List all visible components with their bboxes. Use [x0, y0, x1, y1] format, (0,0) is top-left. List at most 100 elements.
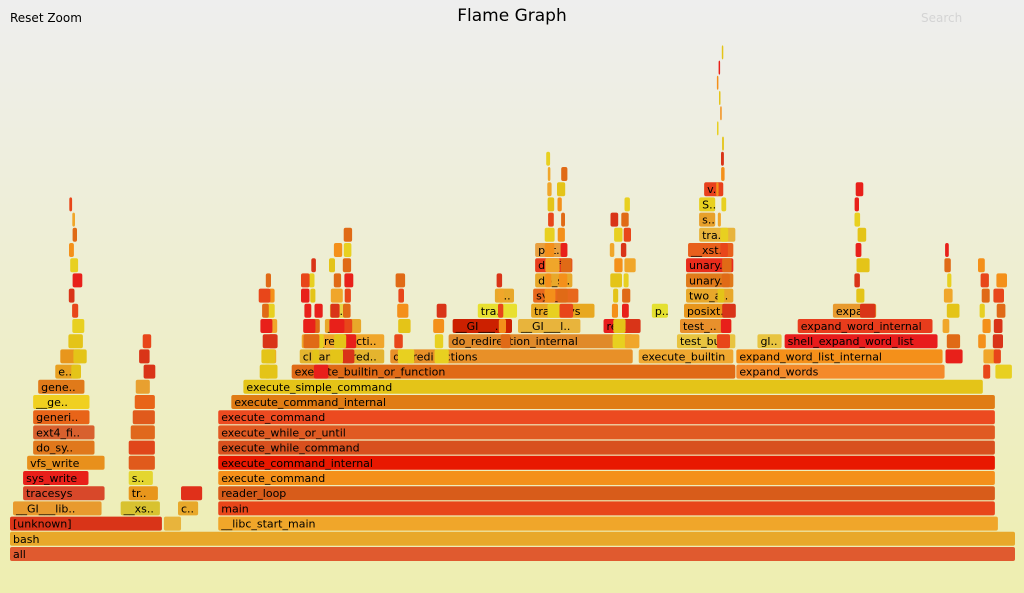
frame[interactable]: execute_simple_command — [243, 379, 983, 394]
frame-rect[interactable] — [557, 182, 566, 197]
frame-rect[interactable] — [721, 167, 725, 181]
frame-rect[interactable] — [120, 501, 160, 516]
frame-rect[interactable] — [344, 288, 351, 303]
frame-rect[interactable] — [38, 379, 85, 394]
frame-rect[interactable] — [947, 273, 952, 288]
frame[interactable]: __libc_start_main — [218, 516, 998, 531]
frame-rect[interactable] — [134, 395, 155, 409]
frame-rect[interactable] — [559, 303, 574, 318]
frame-rect[interactable] — [624, 197, 630, 212]
frame[interactable] — [130, 425, 155, 440]
frame-rect[interactable] — [614, 258, 623, 273]
frame-rect[interactable] — [946, 303, 960, 318]
frame[interactable]: do_redirection_internal — [448, 334, 633, 349]
frame-rect[interactable] — [27, 455, 105, 470]
frame[interactable] — [135, 379, 150, 394]
frame-rect[interactable] — [498, 303, 504, 318]
frame-rect[interactable] — [545, 273, 552, 288]
frame-rect[interactable] — [452, 319, 512, 333]
frame-rect[interactable] — [978, 334, 986, 349]
frame-rect[interactable] — [344, 273, 354, 288]
frame[interactable]: execute_command — [218, 410, 995, 425]
frame-rect[interactable] — [218, 425, 995, 440]
frame-rect[interactable] — [33, 425, 95, 440]
frame-rect[interactable] — [33, 440, 95, 455]
frame-rect[interactable] — [547, 182, 552, 197]
frame-rect[interactable] — [342, 319, 353, 333]
frame[interactable]: __xs.. — [120, 501, 160, 516]
frame-rect[interactable] — [614, 227, 623, 242]
frame-rect[interactable] — [721, 273, 730, 288]
frame-rect[interactable] — [130, 425, 155, 440]
frame[interactable]: sys_.. — [533, 288, 579, 303]
frame-rect[interactable] — [434, 349, 449, 364]
frame-rect[interactable] — [394, 334, 403, 349]
frame-rect[interactable] — [33, 395, 90, 409]
frame[interactable] — [134, 395, 155, 409]
frame-rect[interactable] — [699, 197, 716, 212]
frame-rect[interactable] — [718, 60, 721, 75]
frame-rect[interactable] — [857, 227, 867, 242]
frame[interactable]: execute_command_internal — [231, 395, 995, 409]
frame[interactable]: do_redirections — [390, 349, 633, 364]
frame-rect[interactable] — [128, 440, 155, 455]
frame-rect[interactable] — [992, 334, 1003, 349]
frame-rect[interactable] — [717, 121, 719, 136]
frame-rect[interactable] — [436, 303, 447, 318]
frame-rect[interactable] — [560, 243, 568, 257]
frame-rect[interactable] — [609, 243, 615, 257]
frame-rect[interactable] — [128, 471, 153, 485]
frame-rect[interactable] — [784, 334, 938, 349]
frame[interactable]: p.. — [651, 303, 669, 318]
frame[interactable]: tra.. — [699, 227, 736, 242]
frame-rect[interactable] — [341, 349, 355, 364]
frame-rect[interactable] — [856, 258, 870, 273]
frame-rect[interactable] — [717, 288, 725, 303]
frame-rect[interactable] — [73, 349, 87, 364]
frame[interactable]: main — [218, 501, 995, 516]
frame[interactable]: generi.. — [33, 410, 90, 425]
frame[interactable]: posixt.. — [684, 303, 732, 318]
frame-rect[interactable] — [70, 258, 79, 273]
frame-rect[interactable] — [311, 258, 316, 273]
frame-rect[interactable] — [23, 486, 105, 501]
frame[interactable]: two_a.. — [686, 288, 734, 303]
frame[interactable]: vfs_write — [27, 455, 105, 470]
frame-rect[interactable] — [610, 273, 622, 288]
frame-rect[interactable] — [434, 334, 444, 349]
frame-rect[interactable] — [69, 197, 73, 212]
frame[interactable]: bash — [10, 531, 1015, 546]
frame[interactable]: s.. — [494, 288, 515, 303]
frame-rect[interactable] — [72, 273, 83, 288]
frame-rect[interactable] — [797, 319, 933, 333]
frame-rect[interactable] — [72, 212, 75, 227]
frame-rect[interactable] — [721, 151, 724, 166]
frame[interactable] — [132, 410, 155, 425]
frame-rect[interactable] — [720, 243, 728, 257]
frame-rect[interactable] — [397, 349, 415, 364]
frame-rect[interactable] — [544, 227, 555, 242]
frame-rect[interactable] — [547, 167, 551, 181]
frame[interactable]: __ge.. — [33, 395, 90, 409]
frame-rect[interactable] — [343, 243, 352, 257]
frame[interactable]: gene.. — [38, 379, 85, 394]
frame-rect[interactable] — [722, 303, 736, 318]
frame-rect[interactable] — [330, 303, 340, 318]
frame[interactable] — [163, 516, 182, 531]
frame-rect[interactable] — [303, 334, 320, 349]
frame-rect[interactable] — [855, 243, 862, 257]
frame-rect[interactable] — [260, 319, 273, 333]
frame-rect[interactable] — [716, 182, 719, 197]
frame-rect[interactable] — [333, 273, 342, 288]
frame-rect[interactable] — [981, 288, 990, 303]
frame-rect[interactable] — [33, 410, 90, 425]
frame-rect[interactable] — [558, 273, 568, 288]
frame-rect[interactable] — [943, 288, 953, 303]
frame-rect[interactable] — [722, 136, 724, 151]
frame-rect[interactable] — [561, 212, 565, 227]
frame-rect[interactable] — [557, 288, 568, 303]
frame-rect[interactable] — [342, 258, 352, 273]
frame-rect[interactable] — [262, 303, 269, 318]
frame-rect[interactable] — [395, 273, 406, 288]
frame-rect[interactable] — [312, 349, 319, 364]
